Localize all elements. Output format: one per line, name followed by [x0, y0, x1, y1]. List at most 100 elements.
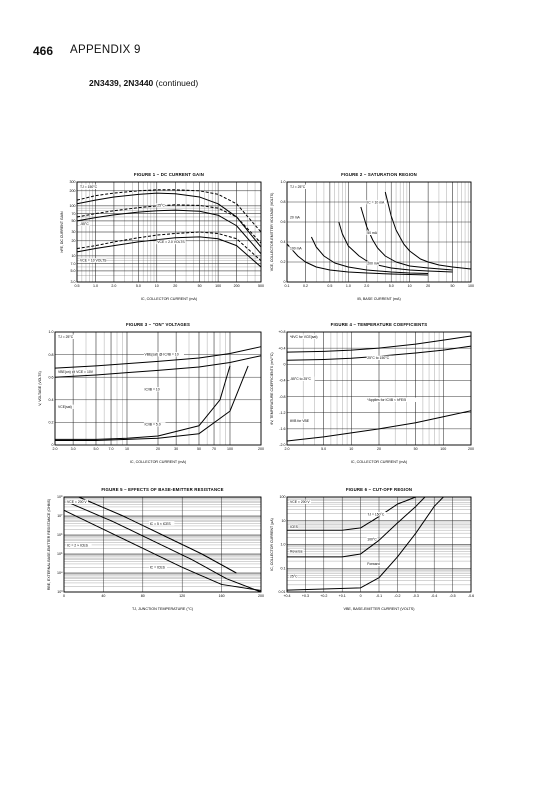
annotation-bg	[156, 203, 166, 208]
annotation-bg	[289, 334, 323, 339]
y-tick-label: 7.0	[71, 262, 76, 266]
x-tick-label: 0.1	[285, 284, 290, 288]
annotation-bg	[289, 376, 315, 381]
y-tick-label: 10⁷	[57, 514, 63, 518]
x-axis-label: TJ, JUNCTION TEMPERATURE (°C)	[132, 607, 193, 611]
x-axis-label: IC, COLLECTOR CURRENT (mA)	[141, 297, 197, 301]
annotation-bg	[143, 387, 164, 392]
y-tick-label: 20	[72, 239, 76, 243]
plot-frame	[286, 331, 472, 446]
plot-frame	[286, 496, 472, 593]
figure-title: FIGURE 4 – TEMPERATURE COEFFICIENTS	[331, 322, 428, 327]
x-tick-label: +0.3	[302, 594, 309, 598]
series-line-1	[54, 346, 262, 369]
annotation-label: *Applies for IC/IB < hFE/5	[367, 398, 406, 402]
x-tick-label: 10	[408, 284, 412, 288]
y-tick-label: 0	[284, 280, 286, 284]
figure-6-plot: FIGURE 6 – CUT-OFF REGION +0.4 +0.3 +0.2 +0.…	[270, 487, 474, 611]
annotation-label: IC/IB = 10	[145, 388, 160, 392]
x-tick-label: 0.5	[75, 284, 80, 288]
figure-1: FIGURE 1 – DC CURRENT GAIN 0.5 1.0 2.0 5.0 10…	[55, 170, 265, 305]
y-tick-label: 0.2	[49, 421, 54, 425]
series-line-1	[76, 192, 262, 248]
annotation-bg	[289, 418, 311, 423]
figure-4: FIGURE 4 – TEMPERATURE COEFFICIENTS 2.0 5.…	[265, 320, 475, 468]
annotation-label: IC/IB = 5.0	[145, 423, 161, 427]
annotation-bg	[366, 230, 378, 235]
y-tick-label: 30	[72, 230, 76, 234]
x-tick-label: 200	[234, 284, 240, 288]
x-tick-label: 5.0	[93, 447, 98, 451]
figure-5-plot: FIGURE 5 – EFFECTS OF BASE-EMITTER RESIS…	[47, 487, 264, 611]
x-tick-label: 20	[426, 284, 430, 288]
series-line-4	[360, 206, 453, 271]
annotation-label: IC = ICES	[150, 565, 166, 569]
x-tick-label: 10	[155, 284, 159, 288]
x-tick-label: +0.4	[283, 594, 290, 598]
series-line-6	[76, 231, 262, 262]
x-tick-label: 1.0	[346, 284, 351, 288]
series-line-2	[68, 502, 262, 593]
y-tick-label: -1.6	[279, 427, 285, 431]
annotation-label: TJ = 25°C	[290, 185, 306, 189]
figure-2: FIGURE 2 – SATURATION REGION 0.1 0.2 0.5 1.0…	[265, 170, 475, 305]
x-tick-label: 80	[141, 594, 145, 598]
annotation-label: 50 mA	[367, 231, 378, 235]
series-line-3	[286, 410, 472, 442]
x-tick-label: 2.0	[285, 447, 290, 451]
y-axis-label: RBE, EXTERNAL BASE-EMITTER RESISTANCE (O…	[47, 499, 51, 590]
figure-title: FIGURE 1 – DC CURRENT GAIN	[134, 172, 204, 177]
annotation-label: VCE = 200 V	[67, 500, 87, 504]
series-line-1	[286, 243, 429, 276]
x-tick-label: -0.2	[394, 594, 400, 598]
annotation-label: 25°C	[157, 203, 165, 207]
annotation-label: Forward	[367, 562, 380, 566]
x-axis-label: VBE, BASE-EMITTER CURRENT (VOLTS)	[344, 607, 415, 611]
annotation-bg	[366, 261, 379, 266]
annotation-bg	[366, 561, 381, 567]
series-line-3	[63, 509, 262, 591]
annotation-label: VCE = 2.0 VOLTS	[157, 240, 185, 244]
continued-label: (continued)	[155, 78, 199, 88]
figure-3-plot: FIGURE 3 – "ON" VOLTAGES 2.0 3.0 5.0 7.0 10 20…	[38, 322, 264, 464]
x-tick-label: 100	[227, 447, 233, 451]
y-tick-label: 0.8	[281, 200, 286, 204]
y-tick-label: 5.0	[71, 269, 76, 273]
x-tick-label: 200	[258, 594, 264, 598]
annotation-label: θVB for VBE	[290, 419, 310, 423]
x-axis-label: IC, COLLECTOR CURRENT (mA)	[130, 460, 186, 464]
annotation-bg	[57, 404, 74, 409]
y-tick-label: 0.6	[281, 220, 286, 224]
y-tick-label: 0.8	[49, 353, 54, 357]
y-tick-label: 200	[70, 189, 76, 193]
annotation-label: -55°C to 25°C	[290, 377, 312, 381]
series-line-3	[55, 365, 231, 440]
x-tick-label: 1.0	[93, 284, 98, 288]
annotation-bg	[289, 549, 304, 554]
x-tick-label: +0.1	[339, 594, 346, 598]
y-tick-label: 0	[52, 443, 54, 447]
x-tick-label: 10	[349, 447, 353, 451]
x-tick-label: 0	[63, 594, 65, 598]
y-tick-label: 1.0	[281, 543, 286, 547]
page-number: 466	[33, 44, 54, 58]
x-tick-label: 100	[468, 284, 474, 288]
part-number-heading: 2N3439, 2N3440 (continued)	[89, 78, 198, 88]
annotation-bg	[366, 512, 387, 517]
figure-title: FIGURE 6 – CUT-OFF REGION	[346, 487, 412, 492]
y-tick-label: -0.4	[279, 379, 285, 383]
annotation-label: IC = 2 × ICES	[67, 544, 89, 548]
x-tick-label: 50	[414, 447, 418, 451]
annotation-bg	[66, 499, 88, 504]
y-tick-label: 100	[280, 495, 286, 499]
annotation-bg	[289, 215, 300, 220]
y-tick-label: 1.0	[281, 180, 286, 184]
y-tick-label: 0.4	[49, 398, 54, 402]
series-line-2	[310, 236, 429, 274]
annotation-label: Reverse	[290, 550, 303, 554]
x-tick-label: -0.6	[468, 594, 474, 598]
x-tick-label: 500	[258, 284, 264, 288]
x-tick-label: -0.1	[376, 594, 382, 598]
y-tick-label: 0.01	[279, 590, 286, 594]
figure-6: FIGURE 6 – CUT-OFF REGION +0.4 +0.3 +0.2 +0.…	[265, 485, 475, 615]
